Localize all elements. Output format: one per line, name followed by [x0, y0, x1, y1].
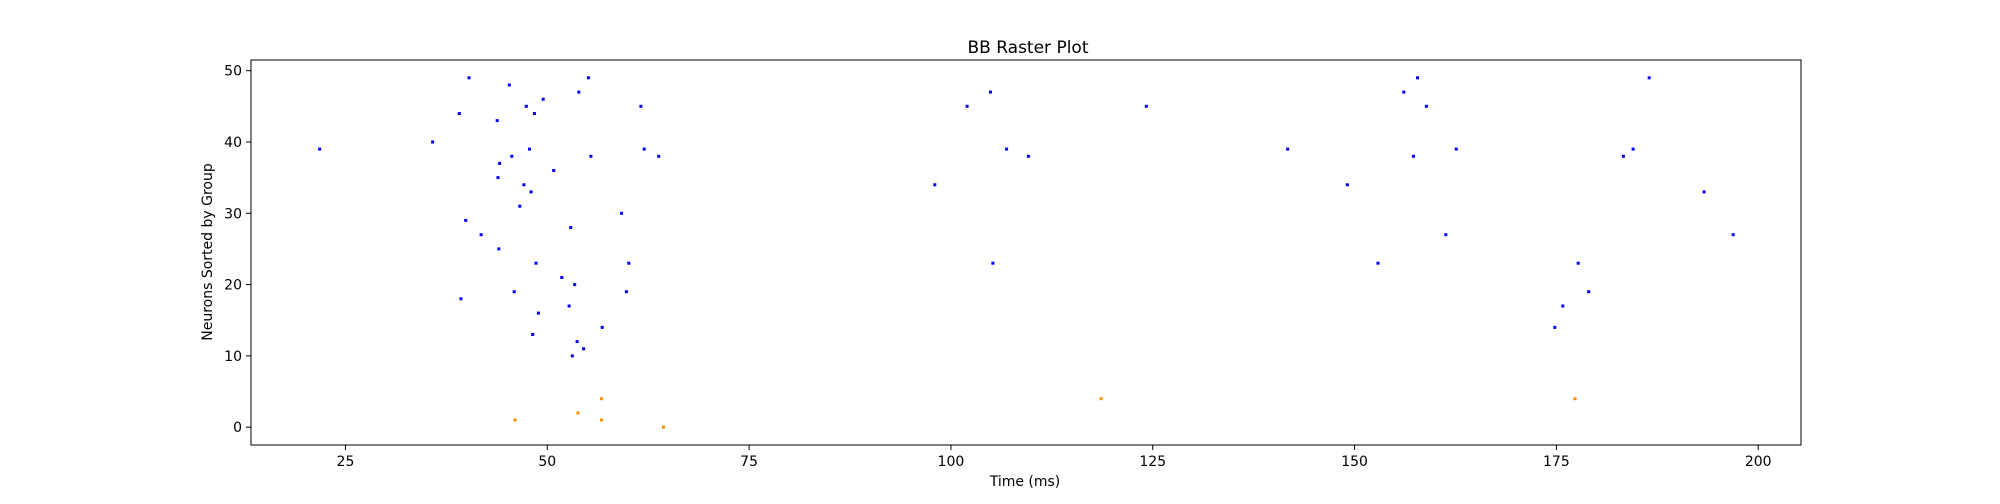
spike-point	[575, 340, 579, 344]
spike-point	[989, 90, 992, 94]
spike-point	[518, 204, 522, 208]
spike-point	[1144, 104, 1148, 108]
spike-point	[933, 183, 937, 187]
spike-point	[624, 290, 628, 294]
spike-point	[1647, 76, 1651, 80]
spike-point	[1345, 183, 1349, 187]
spike-point	[1454, 147, 1458, 151]
x-tick-label: 50	[538, 454, 556, 470]
spike-point	[464, 218, 468, 222]
spike-point	[552, 169, 556, 172]
spike-point	[1416, 76, 1419, 80]
spike-point	[599, 397, 603, 401]
spike-point	[529, 190, 533, 194]
y-tick-label: 10	[224, 349, 242, 365]
spike-point	[496, 176, 500, 180]
spike-point	[532, 112, 536, 115]
spike-point	[1631, 147, 1635, 151]
x-tick-label: 125	[1139, 454, 1166, 470]
x-tick-label: 25	[337, 454, 355, 470]
x-tick-label: 100	[938, 454, 965, 470]
plot-area	[250, 59, 1802, 446]
x-tick-label: 200	[1745, 454, 1772, 470]
x-tick-label: 175	[1543, 454, 1570, 470]
spike-point	[1412, 154, 1415, 158]
spike-point	[599, 418, 603, 422]
y-tick-label: 40	[224, 135, 242, 151]
spike-point	[431, 140, 435, 144]
spike-point	[522, 183, 526, 187]
x-tick-label: 75	[740, 454, 758, 470]
spike-point	[586, 76, 590, 80]
spike-point	[1621, 154, 1625, 158]
spike-point	[524, 104, 528, 108]
spike-point	[1402, 90, 1406, 94]
spike-point	[600, 325, 604, 329]
spike-point	[495, 119, 499, 123]
spike-point	[1573, 397, 1577, 401]
spike-point	[541, 97, 545, 101]
spike-point	[567, 304, 571, 308]
spike-point	[497, 247, 501, 251]
spike-point	[627, 261, 631, 265]
spike-point	[459, 297, 463, 301]
spike-point	[457, 112, 461, 115]
y-tick-label: 30	[224, 206, 242, 222]
x-tick-label: 150	[1341, 454, 1368, 470]
spike-point	[569, 226, 573, 229]
spike-point	[576, 411, 580, 415]
spike-point	[479, 233, 483, 237]
spike-point	[582, 347, 586, 351]
y-axis: 0 10 20 30 40 50	[224, 64, 251, 436]
spike-point	[1026, 154, 1030, 158]
chart-title: BB Raster Plot	[967, 38, 1088, 58]
y-tick-label: 20	[224, 278, 242, 294]
spike-point	[467, 76, 471, 80]
spike-point	[513, 418, 517, 422]
spike-point	[1702, 190, 1706, 194]
spike-point	[662, 425, 665, 429]
spike-point	[507, 83, 511, 87]
spike-point	[1561, 304, 1565, 308]
spike-point	[560, 276, 564, 279]
x-axis: 25 50 75 100 125 150 175 200	[337, 445, 1772, 470]
spike-point	[620, 211, 623, 215]
spike-point	[1005, 147, 1009, 151]
spike-point	[1099, 397, 1103, 401]
spike-point	[1553, 325, 1557, 329]
spike-point	[657, 154, 661, 158]
spike-point	[1731, 233, 1735, 237]
spike-point	[965, 104, 969, 108]
spike-point	[1424, 104, 1428, 108]
spike-point	[318, 147, 322, 151]
spike-point	[1576, 261, 1580, 265]
spike-point	[531, 333, 535, 336]
spike-point	[570, 354, 574, 358]
spike-point	[498, 161, 502, 165]
spike-point	[573, 283, 577, 287]
spike-point	[639, 104, 643, 108]
spike-point	[528, 147, 531, 151]
spike-point	[536, 311, 540, 315]
spike-points	[318, 76, 1735, 429]
spike-point	[991, 261, 995, 265]
spike-point	[1587, 290, 1591, 294]
y-tick-label: 50	[224, 64, 242, 80]
spike-point	[1286, 147, 1290, 151]
spike-point	[642, 147, 646, 151]
spike-point	[589, 154, 593, 158]
y-tick-label: 0	[233, 420, 242, 436]
x-axis-label: Time (ms)	[989, 474, 1061, 490]
spike-point	[534, 261, 538, 265]
spike-point	[1444, 233, 1448, 237]
spike-point	[1376, 261, 1380, 265]
spike-point	[512, 290, 516, 294]
spike-point	[510, 154, 514, 158]
spike-point	[577, 90, 581, 94]
y-axis-label: Neurons Sorted by Group	[200, 163, 216, 341]
